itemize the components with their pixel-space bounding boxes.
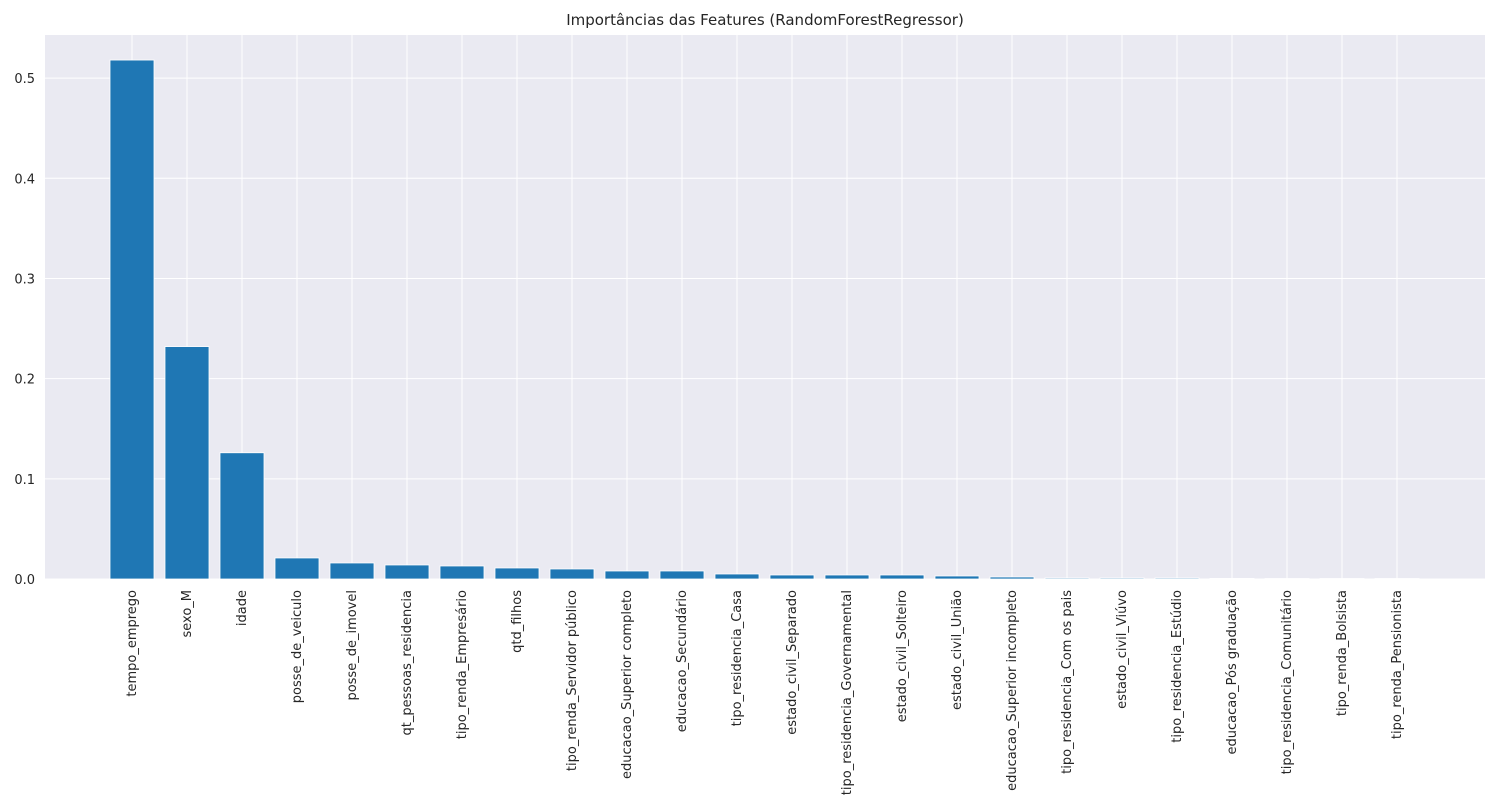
x-tick-label: educacao_Pós graduação xyxy=(1225,590,1240,755)
y-tick-label: 0.4 xyxy=(14,172,35,187)
x-tick-label: estado_civil_Viúvo xyxy=(1115,590,1130,709)
y-tick-label: 0.0 xyxy=(14,573,35,588)
x-tick-label: posse_de_veiculo xyxy=(290,590,305,703)
y-tick-label: 0.3 xyxy=(14,272,35,287)
x-tick-label: educacao_Superior incompleto xyxy=(1005,590,1020,791)
bar xyxy=(549,568,595,580)
x-tick-label: estado_civil_Separado xyxy=(785,590,800,735)
bar xyxy=(1154,577,1200,580)
x-tick-label: estado_civil_União xyxy=(950,590,965,710)
bar xyxy=(659,570,705,580)
bar xyxy=(164,346,210,580)
bar xyxy=(439,565,485,580)
x-tick-label: tipo_renda_Empresário xyxy=(455,590,470,739)
x-tick-label: idade xyxy=(235,590,250,626)
bar xyxy=(879,574,925,580)
plot-area xyxy=(45,35,1485,579)
y-tick-label: 0.2 xyxy=(14,373,35,388)
x-tick-label: tipo_renda_Bolsista xyxy=(1335,590,1350,716)
bar xyxy=(1209,577,1255,580)
bar xyxy=(109,59,155,580)
bar xyxy=(1374,578,1420,580)
bar xyxy=(714,573,760,580)
bars xyxy=(109,59,1420,580)
x-tick-label: tempo_emprego xyxy=(125,590,140,697)
x-tick-label: tipo_residencia_Governamental xyxy=(840,590,855,795)
x-tick-label: tipo_residencia_Com os pais xyxy=(1060,590,1075,774)
bar xyxy=(604,570,650,580)
bar xyxy=(384,564,430,580)
bar xyxy=(824,574,870,580)
x-axis-ticks: tempo_emprego sexo_M idade posse_de_veiculo… xyxy=(125,590,1405,795)
bar xyxy=(1044,577,1090,580)
bar xyxy=(329,562,375,580)
y-tick-label: 0.5 xyxy=(14,72,35,87)
x-tick-label: qt_pessoas_residencia xyxy=(400,590,415,736)
y-axis-ticks: 0.0 0.1 0.2 0.3 0.4 0.5 xyxy=(14,72,35,588)
x-tick-label: posse_de_imovel xyxy=(345,590,360,701)
bar xyxy=(1099,577,1145,580)
bar xyxy=(219,452,265,580)
bar xyxy=(934,575,980,580)
x-tick-label: qtd_filhos xyxy=(510,590,525,653)
chart-title: Importâncias das Features (RandomForestR… xyxy=(566,11,964,29)
bar xyxy=(274,557,320,580)
x-tick-label: sexo_M xyxy=(180,590,195,638)
bar xyxy=(989,576,1035,580)
bar xyxy=(769,574,815,580)
x-tick-label: estado_civil_Solteiro xyxy=(895,590,910,722)
x-tick-label: tipo_residencia_Estúdio xyxy=(1170,590,1185,743)
x-tick-label: tipo_residencia_Casa xyxy=(730,590,745,726)
bar xyxy=(494,567,540,580)
x-tick-label: tipo_residencia_Comunitário xyxy=(1280,590,1295,774)
bar xyxy=(1319,578,1365,580)
x-tick-label: tipo_renda_Servidor público xyxy=(565,590,580,771)
bar xyxy=(1264,578,1310,580)
x-tick-label: educacao_Secundário xyxy=(675,590,690,732)
x-tick-label: tipo_renda_Pensionista xyxy=(1390,590,1405,739)
y-tick-label: 0.1 xyxy=(14,473,35,488)
x-tick-label: educacao_Superior completo xyxy=(620,590,635,779)
